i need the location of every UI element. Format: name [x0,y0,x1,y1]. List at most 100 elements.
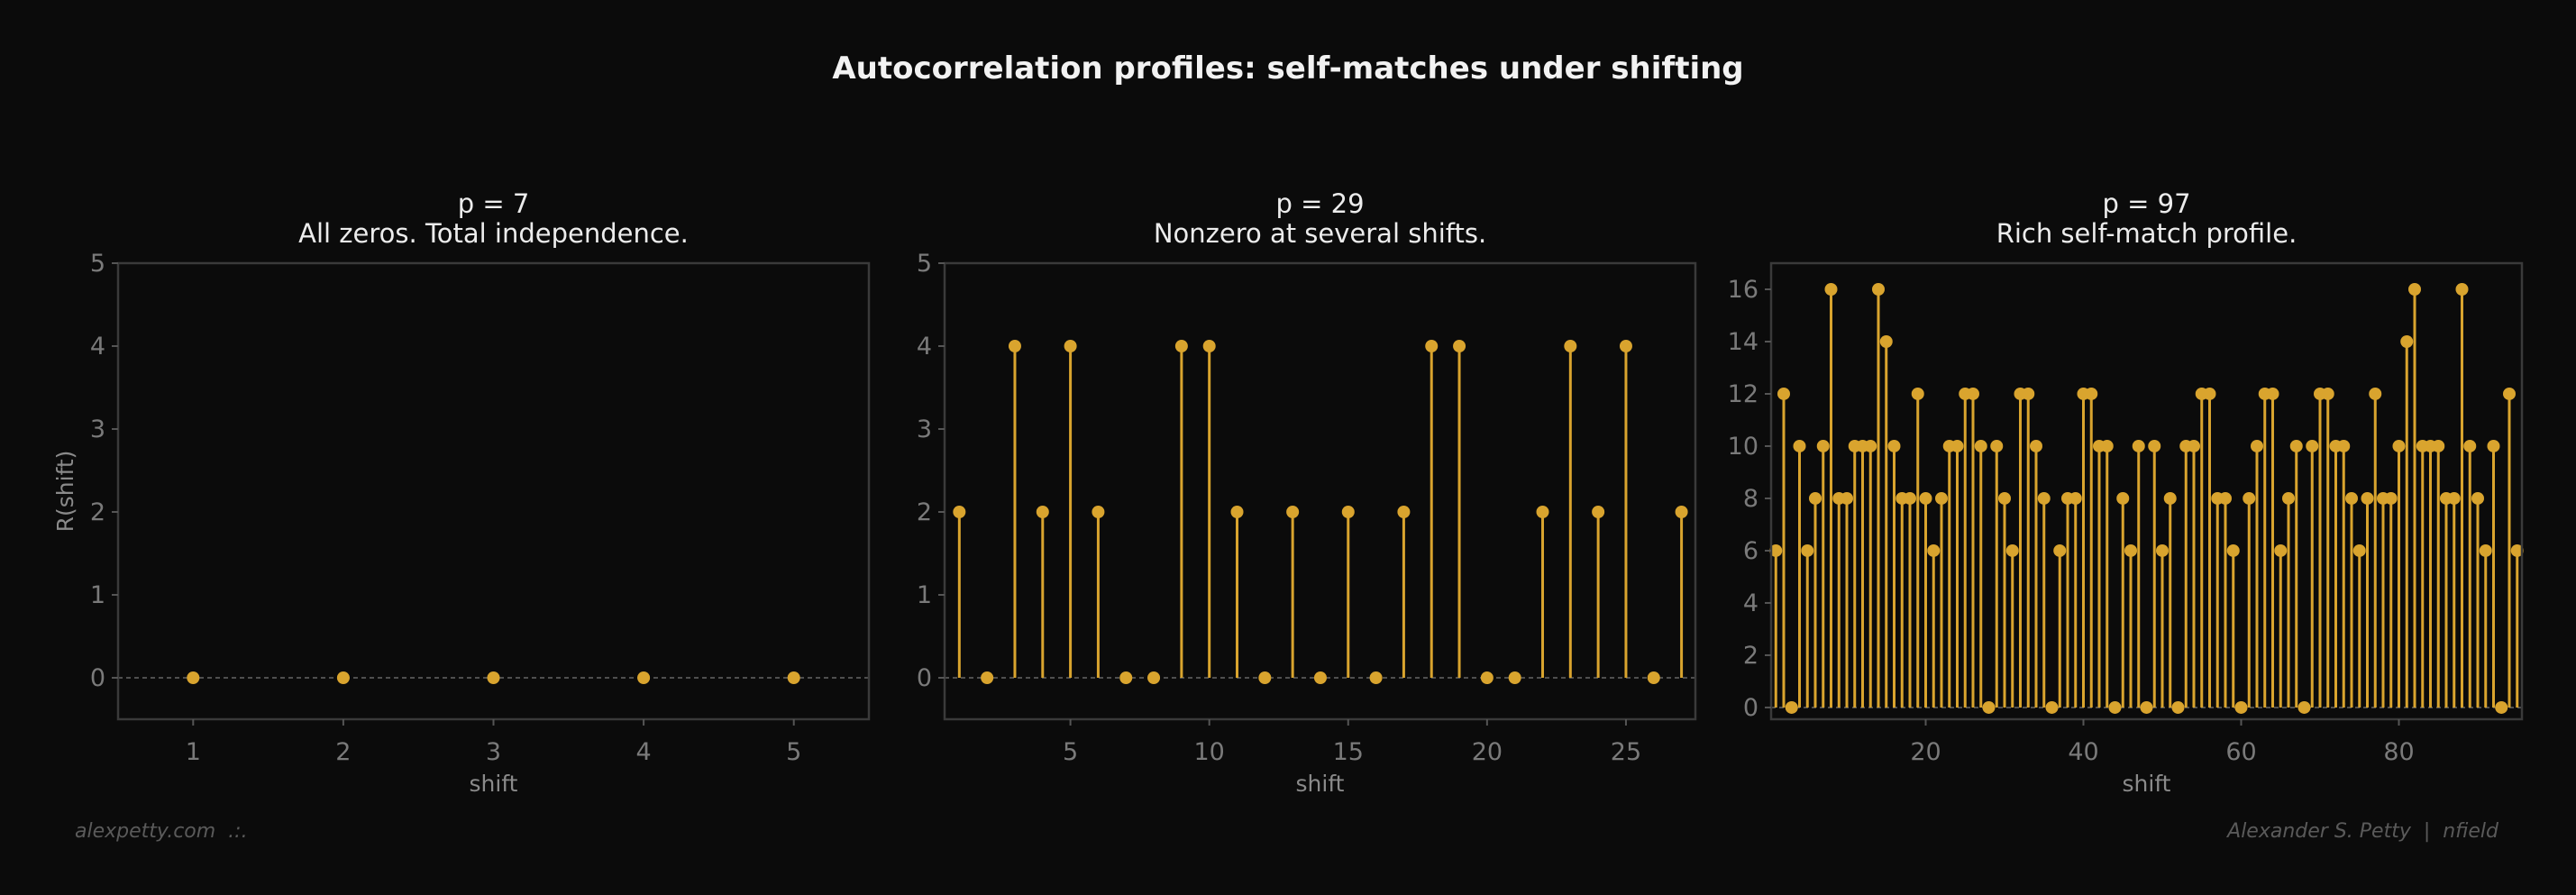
stem-marker [2156,543,2169,557]
stem-marker [1879,334,1893,348]
stem-marker [1974,439,1987,452]
x-tick-label: 10 [1194,738,1225,766]
stem-marker [2203,387,2216,400]
stem-marker [953,506,966,518]
y-tick-label: 4 [1743,589,1758,617]
x-tick-label: 20 [1910,738,1941,766]
x-tick-label: 20 [1472,738,1503,766]
x-axis-label: shift [1296,771,1345,797]
stem-marker [2022,387,2035,400]
stem-marker [2337,439,2351,452]
stem-marker [2053,543,2067,557]
stem-marker [1508,671,1521,684]
stem-marker [1872,282,1885,296]
stem-marker [1425,340,1439,352]
stem-marker [1809,491,1822,505]
stem-marker [2471,491,2484,505]
stem-marker [1927,543,1941,557]
stem-marker [1397,506,1411,518]
stem-marker [1777,387,1790,400]
stem-marker [637,671,651,684]
x-tick-label: 40 [2068,738,2098,766]
y-tick-label: 10 [1728,433,1758,461]
stem-marker [1258,671,1272,684]
stem-marker [1008,340,1021,352]
stem-marker [1036,506,1049,518]
stem-marker [1990,439,2004,452]
stem-marker [2503,387,2516,400]
y-tick-label: 6 [1743,537,1758,565]
stem-marker [1785,700,1798,714]
y-tick-label: 0 [1743,694,1758,722]
stem-marker [2171,700,2185,714]
stem-marker [2116,491,2130,505]
y-tick-label: 12 [1728,380,1758,408]
y-tick-label: 16 [1728,276,1758,304]
stem-marker [1887,439,1901,452]
stem-marker [2455,282,2469,296]
stem-marker [2045,700,2059,714]
stem-marker [1864,439,1877,452]
y-tick-label: 0 [917,664,932,692]
stem-marker [2289,439,2303,452]
stem-marker [187,671,200,684]
stem-marker [1286,506,1300,518]
stem-marker [2400,334,2414,348]
y-tick-label: 2 [917,498,932,526]
stem-marker [2361,491,2374,505]
stem-marker [1369,671,1383,684]
stem-marker [2266,387,2279,400]
stem-marker [1911,387,1924,400]
stem-marker [1174,340,1188,352]
x-tick-label: 2 [335,738,351,766]
stem-marker [1064,340,1077,352]
stem-marker [487,671,500,684]
stem-marker [1935,491,1948,505]
y-tick-label: 5 [90,250,105,278]
stem-marker [2274,543,2288,557]
stem-marker [2069,491,2082,505]
panel-subtitle: All zeros. Total independence. [298,218,689,249]
stem-marker [2132,439,2145,452]
stem-marker [2306,439,2319,452]
stem-marker [2243,491,2256,505]
stem-marker [2369,387,2382,400]
stem-marker [1824,282,1838,296]
footer-left: alexpetty.com .:. [75,820,248,843]
stem-marker [2100,439,2114,452]
y-tick-label: 2 [90,498,105,526]
stem-marker [2384,491,2398,505]
stem-marker [1816,439,1830,452]
stem-marker [2234,700,2248,714]
stem-marker [2297,700,2311,714]
stem-marker [1998,491,2011,505]
x-tick-label: 1 [186,738,201,766]
y-tick-label: 1 [90,581,105,609]
stem-marker [2495,700,2508,714]
stem-marker [2163,491,2177,505]
stem-marker [1453,340,1466,352]
stem-marker [1592,506,1605,518]
x-tick-label: 60 [2225,738,2256,766]
stem-marker [2226,543,2240,557]
panel-title: p = 97 [2102,188,2190,219]
stem-marker [2219,491,2232,505]
stem-marker [2352,543,2366,557]
stem-marker [2447,491,2461,505]
stem-marker [2188,439,2200,452]
x-tick-label: 4 [636,738,652,766]
stem-marker [787,671,800,684]
y-tick-label: 3 [917,416,932,443]
x-tick-label: 15 [1333,738,1364,766]
stem-marker [1480,671,1494,684]
y-tick-label: 3 [90,416,105,443]
stem-marker [2037,491,2051,505]
stem-marker [2432,439,2445,452]
stem-marker [1841,491,1853,505]
stem-marker [1982,700,1996,714]
stem-marker [1564,340,1577,352]
panel-title: p = 7 [458,188,530,219]
stem-marker [2251,439,2263,452]
